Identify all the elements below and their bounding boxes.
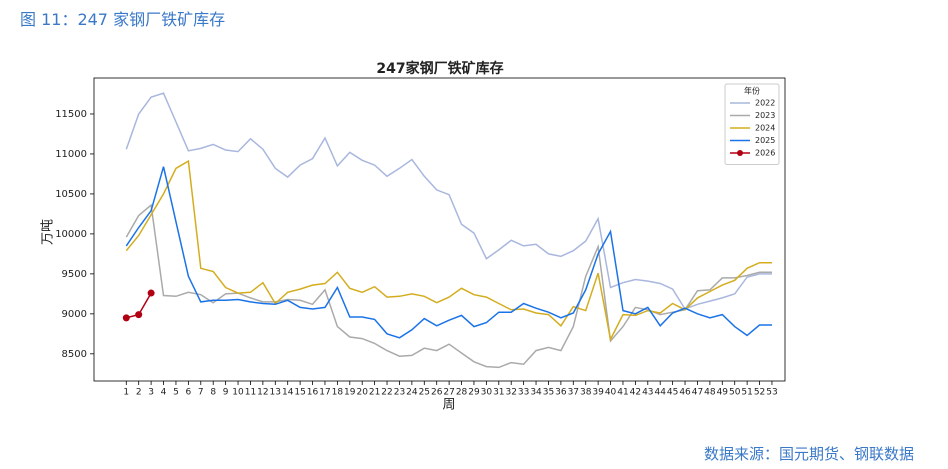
x-tick-label: 41: [617, 388, 628, 398]
legend-label: 2022: [755, 99, 775, 108]
x-tick-label: 47: [692, 388, 703, 398]
x-tick-label: 28: [456, 388, 468, 398]
x-tick-label: 8: [210, 388, 216, 398]
legend-label: 2025: [755, 136, 775, 145]
x-tick-label: 12: [257, 388, 268, 398]
series-marker: [135, 311, 143, 319]
x-tick-label: 6: [186, 388, 192, 398]
x-tick-label: 3: [148, 388, 154, 398]
x-tick-label: 34: [530, 388, 542, 398]
x-tick-label: 35: [543, 388, 554, 398]
y-axis-label: 万吨: [41, 219, 56, 245]
figure-caption: 图 11：247 家钢厂铁矿库存: [20, 10, 226, 29]
x-tick-label: 7: [198, 388, 204, 398]
y-tick-label: 10500: [55, 189, 87, 200]
x-tick-label: 44: [654, 388, 666, 398]
x-tick-label: 9: [223, 388, 229, 398]
x-tick-label: 40: [605, 388, 617, 398]
x-tick-label: 36: [555, 388, 567, 398]
legend-label: 2024: [755, 124, 775, 133]
y-tick-label: 9000: [62, 309, 87, 320]
x-tick-label: 31: [493, 388, 504, 398]
y-tick-label: 8500: [62, 349, 87, 360]
legend-label: 2023: [755, 111, 775, 120]
series-marker: [122, 314, 130, 322]
x-tick-label: 21: [369, 388, 380, 398]
x-tick-label: 32: [505, 388, 516, 398]
series-marker: [147, 289, 155, 297]
x-tick-label: 23: [394, 388, 405, 398]
legend-label: 2026: [755, 149, 775, 158]
legend-title: 年份: [744, 86, 760, 96]
x-tick-label: 24: [406, 388, 418, 398]
x-tick-label: 46: [679, 388, 691, 398]
x-tick-label: 18: [332, 388, 344, 398]
x-tick-label: 4: [161, 388, 167, 398]
x-tick-label: 16: [307, 388, 319, 398]
x-tick-label: 15: [294, 388, 305, 398]
x-tick-label: 29: [468, 388, 480, 398]
x-tick-label: 1: [123, 388, 129, 398]
x-tick-label: 51: [741, 388, 752, 398]
x-tick-label: 26: [431, 388, 443, 398]
x-axis-label: 周: [442, 398, 455, 413]
x-tick-label: 49: [717, 388, 729, 398]
x-tick-label: 22: [381, 388, 392, 398]
x-tick-label: 2: [136, 388, 142, 398]
x-tick-label: 14: [282, 388, 294, 398]
x-tick-label: 30: [481, 388, 493, 398]
x-tick-label: 13: [270, 388, 281, 398]
x-tick-label: 11: [245, 388, 256, 398]
x-tick-label: 53: [766, 388, 777, 398]
source-note: 数据来源：国元期货、钢联数据: [703, 445, 914, 463]
x-tick-label: 10: [232, 388, 244, 398]
x-tick-label: 25: [419, 388, 430, 398]
x-tick-label: 43: [642, 388, 653, 398]
x-tick-label: 48: [704, 388, 716, 398]
legend-marker: [737, 150, 743, 156]
x-tick-label: 37: [568, 388, 579, 398]
series-line: [125, 159, 772, 342]
y-tick-label: 11500: [55, 109, 87, 120]
x-tick-label: 45: [667, 388, 678, 398]
x-tick-label: 50: [729, 388, 741, 398]
x-tick-label: 38: [580, 388, 592, 398]
x-tick-label: 5: [173, 388, 179, 398]
plot-frame: [93, 77, 786, 382]
y-tick-label: 9500: [62, 269, 87, 280]
y-tick-label: 10000: [55, 229, 87, 240]
y-tick-label: 11000: [55, 149, 87, 160]
series-line: [125, 92, 772, 310]
x-tick-label: 17: [319, 388, 330, 398]
x-tick-label: 20: [356, 388, 368, 398]
legend-box: [724, 83, 780, 165]
x-tick-label: 52: [754, 388, 765, 398]
x-tick-label: 19: [344, 388, 356, 398]
series-line: [125, 166, 772, 339]
x-tick-label: 39: [592, 388, 604, 398]
x-tick-label: 27: [443, 388, 454, 398]
x-tick-label: 33: [518, 388, 529, 398]
chart-title: 247家钢厂铁矿库存: [376, 60, 503, 77]
x-tick-label: 42: [630, 388, 641, 398]
series-line: [125, 203, 772, 369]
